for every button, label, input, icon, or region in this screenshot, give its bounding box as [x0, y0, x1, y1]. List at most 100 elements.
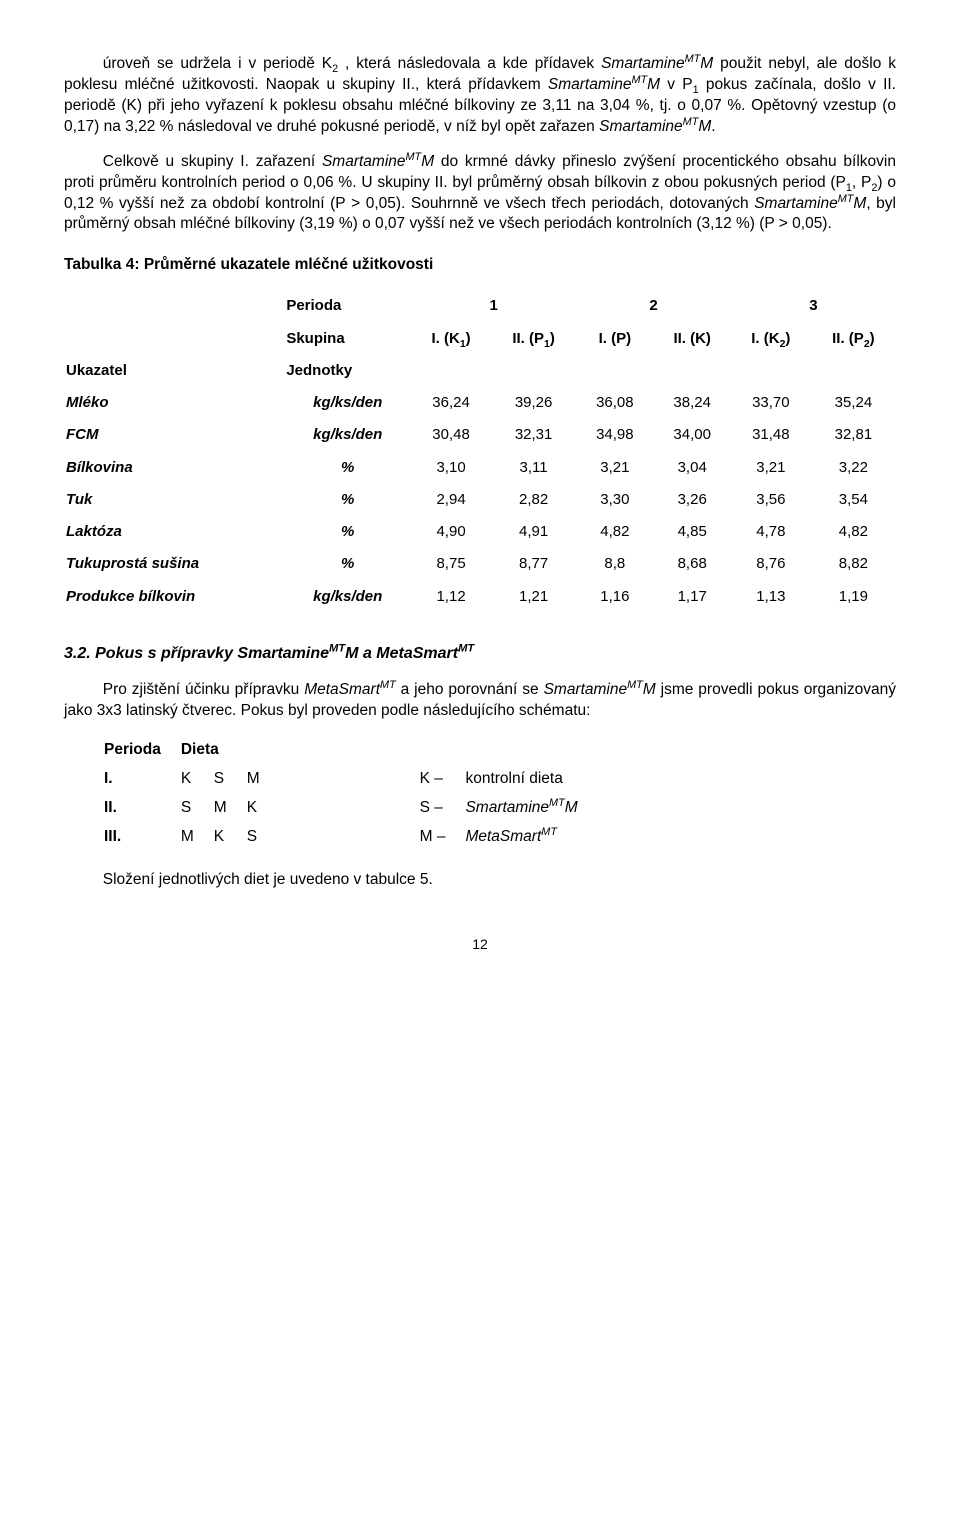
scheme-dieta-label: Dieta: [181, 736, 280, 765]
cell-value: 1,13: [731, 581, 811, 613]
cell-value: 34,00: [654, 419, 731, 451]
cell-value: 34,98: [576, 419, 653, 451]
group-col-4: I. (K2): [731, 323, 811, 355]
group-col-2: I. (P): [576, 323, 653, 355]
cell-value: 3,21: [731, 452, 811, 484]
period-2: 2: [576, 290, 731, 322]
table4-group-row: Skupina I. (K1) II. (P1) I. (P) II. (K) …: [64, 323, 896, 355]
scheme-diet-cell: K: [247, 794, 280, 823]
cell-value: 3,26: [654, 484, 731, 516]
section-3-2-intro: Pro zjištění účinku přípravku MetaSmartM…: [64, 680, 896, 722]
table-row: Mlékokg/ks/den36,2439,2636,0838,2433,703…: [64, 387, 896, 419]
cell-value: 3,10: [411, 452, 491, 484]
row-label: FCM: [64, 419, 284, 451]
cell-value: 1,19: [811, 581, 896, 613]
group-col-0: I. (K1): [411, 323, 491, 355]
cell-value: 3,04: [654, 452, 731, 484]
group-col-1: II. (P1): [491, 323, 576, 355]
period-3: 3: [731, 290, 896, 322]
table4-period-row: Perioda 1 2 3: [64, 290, 896, 322]
cell-value: 30,48: [411, 419, 491, 451]
table-row: Tuk%2,942,823,303,263,563,54: [64, 484, 896, 516]
legend-key: S –: [420, 794, 466, 823]
table-row: FCMkg/ks/den30,4832,3134,9834,0031,4832,…: [64, 419, 896, 451]
scheme-diet-cell: M: [214, 794, 247, 823]
row-label: Produkce bílkovin: [64, 581, 284, 613]
scheme-period: II.: [104, 794, 181, 823]
cell-value: 4,91: [491, 516, 576, 548]
cell-value: 1,21: [491, 581, 576, 613]
row-label: Laktóza: [64, 516, 284, 548]
cell-value: 4,90: [411, 516, 491, 548]
cell-value: 4,78: [731, 516, 811, 548]
cell-value: 1,16: [576, 581, 653, 613]
cell-value: 8,8: [576, 548, 653, 580]
scheme-row: I.KSMK –kontrolní dieta: [104, 765, 598, 794]
scheme-period: I.: [104, 765, 181, 794]
row-label: Tukuprostá sušina: [64, 548, 284, 580]
scheme-diet-cell: S: [247, 823, 280, 852]
cell-value: 35,24: [811, 387, 896, 419]
scheme-header: Perioda Dieta: [104, 736, 598, 765]
diet-composition-note: Složení jednotlivých diet je uvedeno v t…: [64, 870, 896, 891]
cell-value: 8,82: [811, 548, 896, 580]
row-unit: %: [284, 484, 411, 516]
cell-value: 4,82: [576, 516, 653, 548]
table4-title: Tabulka 4: Průměrné ukazatele mléčné uži…: [64, 255, 896, 276]
cell-value: 8,76: [731, 548, 811, 580]
jednotky-label: Jednotky: [284, 355, 411, 387]
scheme-diet-cell: K: [181, 765, 214, 794]
cell-value: 32,81: [811, 419, 896, 451]
scheme-row: II.SMKS –SmartamineMTM: [104, 794, 598, 823]
scheme-diet-cell: M: [181, 823, 214, 852]
cell-value: 36,08: [576, 387, 653, 419]
scheme-period: III.: [104, 823, 181, 852]
scheme-diet-cell: M: [247, 765, 280, 794]
row-unit: kg/ks/den: [284, 387, 411, 419]
cell-value: 31,48: [731, 419, 811, 451]
row-label: Bílkovina: [64, 452, 284, 484]
scheme-row: III.MKS M –MetaSmartMT: [104, 823, 598, 852]
table4: Perioda 1 2 3 Skupina I. (K1) II. (P1) I…: [64, 290, 896, 613]
group-col-5: II. (P2): [811, 323, 896, 355]
cell-value: 36,24: [411, 387, 491, 419]
group-col-3: II. (K): [654, 323, 731, 355]
cell-value: 3,54: [811, 484, 896, 516]
perioda-label: Perioda: [284, 290, 411, 322]
cell-value: 8,68: [654, 548, 731, 580]
legend-text: SmartamineMTM: [465, 794, 597, 823]
row-unit: kg/ks/den: [284, 419, 411, 451]
cell-value: 3,11: [491, 452, 576, 484]
cell-value: 8,75: [411, 548, 491, 580]
ukazatel-label: Ukazatel: [64, 355, 284, 387]
table4-unit-header-row: Ukazatel Jednotky: [64, 355, 896, 387]
legend-text: MetaSmartMT: [465, 823, 597, 852]
row-unit: %: [284, 516, 411, 548]
row-unit: %: [284, 452, 411, 484]
cell-value: 1,12: [411, 581, 491, 613]
scheme-table: Perioda Dieta I.KSMK –kontrolní dietaII.…: [104, 736, 598, 852]
scheme-diet-cell: K: [214, 823, 247, 852]
cell-value: 8,77: [491, 548, 576, 580]
row-unit: %: [284, 548, 411, 580]
page-number: 12: [64, 935, 896, 954]
cell-value: 32,31: [491, 419, 576, 451]
cell-value: 4,82: [811, 516, 896, 548]
row-label: Mléko: [64, 387, 284, 419]
cell-value: 3,22: [811, 452, 896, 484]
cell-value: 33,70: [731, 387, 811, 419]
legend-key: M –: [420, 823, 466, 852]
table-row: Laktóza%4,904,914,824,854,784,82: [64, 516, 896, 548]
section-3-2-heading: 3.2. Pokus s přípravky SmartamineMTM a M…: [64, 643, 896, 665]
cell-value: 39,26: [491, 387, 576, 419]
period-1: 1: [411, 290, 576, 322]
row-unit: kg/ks/den: [284, 581, 411, 613]
cell-value: 2,94: [411, 484, 491, 516]
cell-value: 3,56: [731, 484, 811, 516]
cell-value: 3,30: [576, 484, 653, 516]
table-row: Tukuprostá sušina%8,758,778,88,688,768,8…: [64, 548, 896, 580]
skupina-label: Skupina: [284, 323, 411, 355]
cell-value: 4,85: [654, 516, 731, 548]
cell-value: 1,17: [654, 581, 731, 613]
row-label: Tuk: [64, 484, 284, 516]
